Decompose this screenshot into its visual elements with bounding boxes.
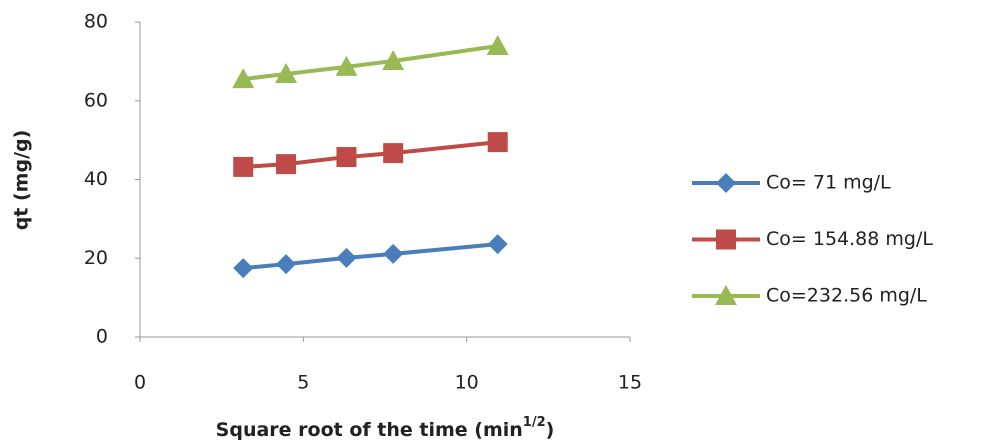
marker bbox=[383, 143, 404, 164]
x-tick-label: 5 bbox=[297, 372, 309, 394]
marker bbox=[336, 247, 357, 268]
marker bbox=[383, 243, 404, 264]
legend-label: Co= 71 mg/L bbox=[766, 172, 891, 194]
marker bbox=[335, 55, 358, 76]
x-axis-title: Square root of the time (min1/2) bbox=[216, 415, 555, 441]
marker bbox=[233, 258, 254, 279]
marker bbox=[232, 68, 255, 89]
marker bbox=[275, 62, 298, 83]
x-axis-title-sup: 1/2 bbox=[523, 415, 546, 430]
marker bbox=[233, 156, 254, 177]
marker bbox=[486, 35, 509, 56]
y-tick-label: 40 bbox=[84, 168, 108, 190]
x-tick-label: 0 bbox=[134, 372, 146, 394]
marker bbox=[382, 49, 405, 70]
marker bbox=[276, 254, 297, 275]
x-axis-title-end: ) bbox=[546, 419, 555, 441]
legend-label: Co=232.56 mg/L bbox=[766, 285, 927, 307]
y-tick-label: 60 bbox=[84, 89, 108, 111]
legend-marker bbox=[715, 285, 737, 305]
marker bbox=[487, 234, 508, 255]
legend-marker bbox=[716, 229, 736, 250]
x-tick-label: 10 bbox=[455, 372, 479, 394]
y-axis-title: qt (mg/g) bbox=[11, 130, 33, 231]
y-tick-label: 20 bbox=[84, 247, 108, 269]
marker bbox=[336, 147, 357, 168]
marker bbox=[487, 132, 508, 153]
legend-marker bbox=[716, 173, 736, 193]
x-tick-label: 15 bbox=[618, 372, 642, 394]
marker bbox=[276, 154, 297, 175]
x-axis-title-text: Square root of the time (min bbox=[216, 419, 523, 441]
y-tick-label: 80 bbox=[84, 11, 108, 33]
y-tick-label: 0 bbox=[96, 326, 108, 348]
legend-label: Co= 154.88 mg/L bbox=[766, 228, 933, 250]
